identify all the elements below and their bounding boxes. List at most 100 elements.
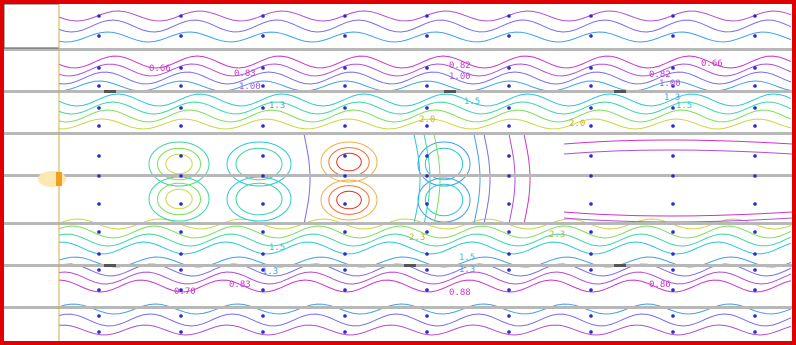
grid-point-4-12 — [425, 288, 429, 292]
grid-point-7-10 — [671, 252, 675, 256]
vortex-loop-2-0 — [320, 141, 378, 183]
grid-point-8-0 — [753, 14, 757, 18]
grid-point-0-14 — [97, 330, 101, 334]
grid-point-7-14 — [671, 330, 675, 334]
grid-point-0-13 — [97, 314, 101, 318]
grid-point-1-1 — [179, 34, 183, 38]
grid-point-8-1 — [753, 34, 757, 38]
grid-point-0-10 — [97, 252, 101, 256]
grid-point-4-1 — [425, 34, 429, 38]
grid-point-6-5 — [589, 124, 593, 128]
grid-point-6-14 — [589, 330, 593, 334]
grid-point-7-3 — [671, 84, 675, 88]
grid-point-7-4 — [671, 106, 675, 110]
grid-point-5-14 — [507, 330, 511, 334]
grid-point-4-2 — [425, 66, 429, 70]
grid-point-7-12 — [671, 288, 675, 292]
contour-labels: 0.66 0.831.000.821.00 0.821.000.661.3 1.5 1.… — [149, 59, 723, 298]
grid-point-5-12 — [507, 288, 511, 292]
grid-point-2-5 — [261, 124, 265, 128]
grid-point-3-3 — [343, 84, 347, 88]
grid-point-0-7 — [97, 174, 101, 178]
grid-point-3-1 — [343, 34, 347, 38]
grid-point-8-11 — [753, 268, 757, 272]
channel-wall-1 — [4, 90, 792, 93]
contour-line-3 — [58, 55, 792, 69]
grid-point-7-13 — [671, 314, 675, 318]
contour-line-12 — [58, 225, 792, 239]
contour-line-6 — [58, 80, 792, 92]
flat-contour-0 — [563, 139, 792, 145]
contour-line-18 — [58, 279, 792, 293]
contour-value-label: 2.0 — [419, 115, 435, 125]
vertical-contour-2 — [423, 133, 431, 225]
contour-line-13 — [58, 233, 792, 247]
contour-line-15 — [58, 256, 792, 268]
vortex-loop-1-1 — [235, 147, 283, 181]
channel-wall-6 — [4, 306, 792, 309]
grid-point-5-10 — [507, 252, 511, 256]
grid-point-0-2 — [97, 66, 101, 70]
contour-value-label: 0.83 — [229, 280, 251, 290]
grid-point-2-2 — [261, 66, 265, 70]
grid-point-4-3 — [425, 84, 429, 88]
vortex-loop-6-0 — [417, 141, 471, 187]
grid-point-7-2 — [671, 66, 675, 70]
grid-point-2-14 — [261, 330, 265, 334]
grid-point-4-6 — [425, 154, 429, 158]
contour-line-2 — [58, 31, 792, 43]
grid-point-1-6 — [179, 154, 183, 158]
contour-value-label: 1.5 — [459, 253, 475, 263]
baffle-segment-3 — [104, 264, 116, 267]
contour-value-label: 0.86 — [649, 280, 671, 290]
channel-wall-5 — [4, 264, 792, 267]
grid-point-2-9 — [261, 230, 265, 234]
grid-point-6-0 — [589, 14, 593, 18]
grid-point-6-2 — [589, 66, 593, 70]
grid-point-5-8 — [507, 202, 511, 206]
vortex-loop-1-0 — [226, 141, 292, 187]
vertical-contour-6 — [508, 133, 516, 225]
baffle-segment-1 — [444, 90, 456, 93]
grid-point-3-10 — [343, 252, 347, 256]
contour-value-label: 1.5 — [269, 243, 285, 253]
vortex-loop-5-1 — [328, 185, 370, 215]
contour-line-10 — [58, 118, 792, 130]
vertical-contour-5 — [483, 133, 491, 225]
grid-point-8-4 — [753, 106, 757, 110]
contour-value-label: 1.3 — [664, 93, 680, 103]
grid-point-0-3 — [97, 84, 101, 88]
vertical-contour-4 — [473, 133, 481, 225]
grid-point-8-13 — [753, 314, 757, 318]
vortex-loop-0-1 — [156, 147, 202, 181]
contour-value-label: 0.82 — [649, 70, 671, 80]
grid-point-3-5 — [343, 124, 347, 128]
grid-point-5-7 — [507, 174, 511, 178]
vortex-loop-4-1 — [235, 182, 283, 216]
plot-background — [4, 4, 792, 341]
grid-point-4-11 — [425, 268, 429, 272]
grid-point-3-9 — [343, 230, 347, 234]
grid-point-7-8 — [671, 202, 675, 206]
grid-point-7-5 — [671, 124, 675, 128]
grid-point-2-7 — [261, 174, 265, 178]
grid-point-4-7 — [425, 174, 429, 178]
contour-value-label: 1.3 — [459, 265, 475, 275]
grid-point-2-10 — [261, 252, 265, 256]
contour-line-16 — [58, 263, 792, 277]
grid-point-3-2 — [343, 66, 347, 70]
vortex-loop-5-0 — [320, 179, 378, 221]
grid-point-5-1 — [507, 34, 511, 38]
grid-point-8-14 — [753, 330, 757, 334]
grid-point-4-8 — [425, 202, 429, 206]
grid-point-5-0 — [507, 14, 511, 18]
grid-point-0-9 — [97, 230, 101, 234]
grid-point-4-13 — [425, 314, 429, 318]
grid-point-7-0 — [671, 14, 675, 18]
grid-point-0-4 — [97, 106, 101, 110]
grid-point-5-11 — [507, 268, 511, 272]
grid-point-3-6 — [343, 154, 347, 158]
inlet-marker — [38, 171, 66, 187]
grid-point-2-13 — [261, 314, 265, 318]
